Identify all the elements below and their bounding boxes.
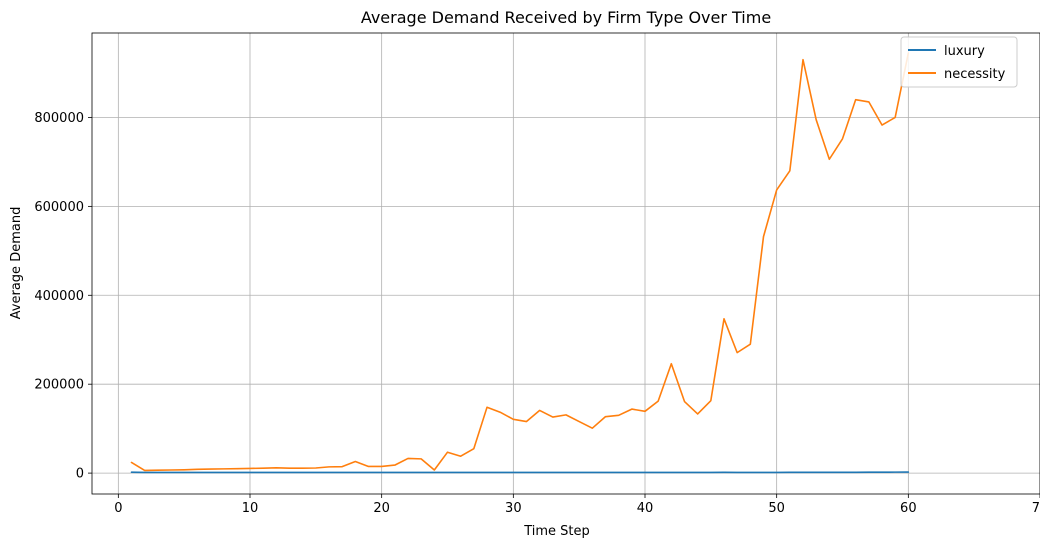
x-tick-label: 30: [505, 501, 522, 516]
x-axis: 0 10 20 30 40 50 60 70: [114, 494, 1040, 516]
y-tick-label: 200000: [34, 378, 84, 393]
x-tick-label: 20: [373, 501, 390, 516]
y-axis: 0 200000 400000 600000 800000: [34, 111, 92, 482]
x-tick-label: 60: [900, 501, 917, 516]
series-line-necessity: [130, 52, 910, 472]
y-tick-label: 0: [76, 467, 84, 482]
series-layer: [130, 52, 910, 474]
grid: [92, 33, 1040, 494]
y-axis-label: Average Demand: [9, 207, 24, 320]
legend: luxury necessity: [900, 36, 1018, 88]
x-axis-label: Time Step: [523, 524, 590, 539]
y-tick-label: 600000: [34, 200, 84, 215]
x-tick-label: 70: [1032, 501, 1040, 516]
plot-frame: [91, 32, 1040, 495]
x-tick-label: 50: [768, 501, 785, 516]
y-tick-label: 400000: [34, 289, 84, 304]
legend-label-luxury: luxury: [944, 44, 985, 59]
chart-title: Average Demand Received by Firm Type Ove…: [361, 8, 771, 27]
legend-label-necessity: necessity: [944, 67, 1006, 82]
x-tick-label: 0: [114, 501, 122, 516]
x-tick-label: 40: [637, 501, 654, 516]
y-tick-label: 800000: [34, 111, 84, 126]
x-tick-label: 10: [242, 501, 259, 516]
